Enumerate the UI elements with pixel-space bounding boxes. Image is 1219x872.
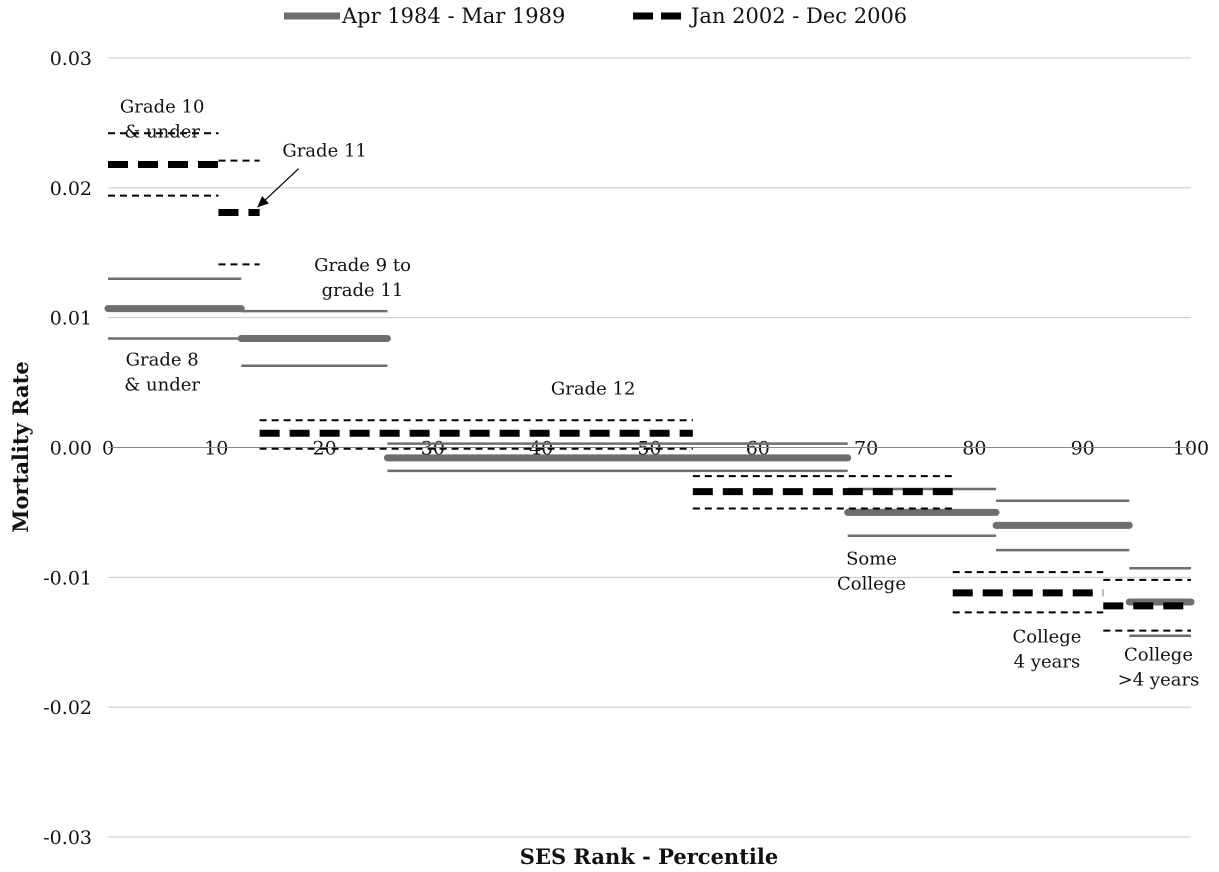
x-axis-title: SES Rank - Percentile (520, 844, 778, 869)
x-tick-label: 100 (1173, 438, 1209, 460)
y-tick-label: -0.02 (43, 697, 92, 719)
annotation-layer: Grade 10 & under Grade 11 Grade 9 to grade 1… (120, 97, 1199, 691)
y-tick-label: 0.01 (50, 308, 92, 330)
y-tick-label: 0.02 (50, 178, 92, 200)
annotation-label: College 4 years (1012, 626, 1081, 672)
annotation-label: Grade 9 to grade 11 (314, 255, 411, 301)
series-1 (104, 277, 1195, 638)
annotation-label: Grade 8 & under (124, 350, 200, 396)
series-2 (108, 132, 1191, 632)
x-tick-label: 10 (204, 438, 228, 460)
x-tick-label: 80 (962, 438, 986, 460)
arrow-head (257, 196, 269, 208)
y-tick-label: 0.03 (50, 48, 92, 70)
annotation-label: Some College (837, 548, 906, 594)
legend: Apr 1984 - Mar 1989 Jan 2002 - Dec 2006 (284, 4, 907, 28)
annotation-label: Grade 12 (551, 378, 636, 399)
legend-label: Apr 1984 - Mar 1989 (341, 4, 565, 28)
y-tick-label: -0.01 (43, 567, 92, 589)
x-tick-label: 90 (1071, 438, 1095, 460)
legend-label: Jan 2002 - Dec 2006 (689, 4, 907, 28)
legend-item-2: Jan 2002 - Dec 2006 (633, 4, 907, 28)
legend-item-1: Apr 1984 - Mar 1989 (284, 4, 565, 28)
y-tick-label: -0.03 (43, 827, 92, 849)
annotation-label: College >4 years (1118, 644, 1200, 690)
y-tick-labels: 0.03 0.02 0.01 0.00 -0.01 -0.02 -0.03 (43, 48, 92, 849)
annotation-label: Grade 11 (282, 141, 367, 162)
y-axis-title: Mortality Rate (8, 361, 33, 532)
series-layer (104, 132, 1195, 638)
annotation-label: Grade 10 & under (120, 97, 205, 143)
x-tick-label: 0 (102, 438, 114, 460)
x-tick-label: 70 (854, 438, 878, 460)
y-tick-label: 0.00 (50, 438, 92, 460)
